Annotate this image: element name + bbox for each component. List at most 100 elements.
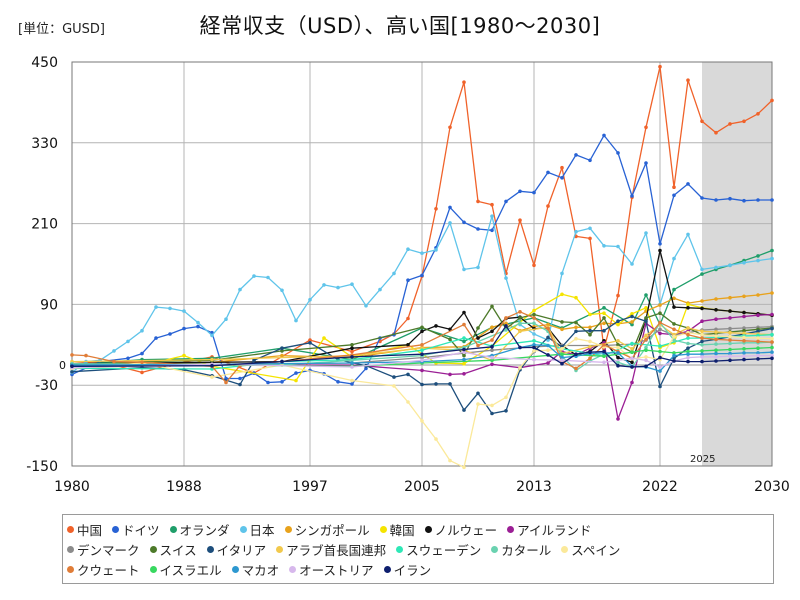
- data-point: [756, 351, 760, 355]
- data-point: [476, 199, 480, 204]
- legend-marker-icon: [383, 565, 391, 573]
- data-point: [714, 130, 718, 135]
- data-point: [700, 119, 704, 124]
- data-point: [532, 332, 536, 336]
- data-point: [714, 355, 718, 359]
- legend-item[interactable]: 中国: [67, 520, 102, 539]
- legend-item[interactable]: シンガポール: [284, 520, 370, 539]
- data-point: [378, 287, 382, 292]
- data-point: [602, 349, 606, 354]
- data-point: [546, 353, 550, 357]
- data-point: [742, 294, 746, 299]
- data-point: [448, 372, 452, 377]
- legend-item[interactable]: アイルランド: [507, 520, 592, 539]
- legend-item[interactable]: スイス: [149, 540, 197, 559]
- data-point: [476, 265, 480, 270]
- unit-label: [単位：GUSD]: [18, 22, 105, 37]
- data-point: [420, 251, 424, 255]
- legend-label: カタール: [501, 542, 552, 558]
- data-point: [224, 317, 228, 322]
- legend-item[interactable]: クウェート: [67, 560, 140, 579]
- series-クウェート: [70, 310, 774, 385]
- data-point: [574, 325, 578, 330]
- legend-item[interactable]: 日本: [239, 520, 275, 539]
- data-point: [546, 348, 550, 353]
- data-point: [420, 352, 424, 357]
- data-point: [140, 328, 144, 333]
- data-point: [644, 358, 648, 363]
- data-point: [504, 276, 508, 280]
- data-point: [700, 359, 704, 364]
- legend-item[interactable]: オーストリア: [289, 560, 374, 579]
- data-point: [434, 248, 438, 252]
- data-point: [490, 304, 494, 309]
- data-point: [602, 306, 606, 310]
- data-point: [504, 199, 508, 204]
- data-point: [518, 310, 522, 314]
- legend-item[interactable]: ドイツ: [112, 520, 160, 539]
- data-point: [616, 319, 620, 324]
- y-tick-label: 210: [31, 217, 58, 233]
- data-point: [168, 332, 172, 336]
- data-point: [630, 341, 634, 346]
- legend: 中国 ドイツ オランダ 日本 シンガポール 韓国 ノルウェー アイルランドデンマーク スイス イタ…: [62, 514, 774, 584]
- data-point: [686, 359, 690, 364]
- data-point: [658, 303, 662, 307]
- legend-label: イタリア: [216, 542, 267, 558]
- legend-label: 韓国: [389, 522, 415, 538]
- data-point: [546, 204, 550, 208]
- data-point: [294, 378, 298, 383]
- data-point: [532, 345, 536, 350]
- legend-label: シンガポール: [294, 522, 370, 538]
- data-point: [616, 293, 620, 298]
- data-point: [546, 170, 550, 175]
- data-point: [420, 325, 424, 330]
- legend-item[interactable]: マカオ: [231, 560, 280, 579]
- legend-item[interactable]: イタリア: [206, 540, 267, 559]
- legend-item[interactable]: アラブ首長国連邦: [276, 540, 386, 559]
- data-point: [238, 287, 242, 292]
- data-point: [350, 365, 354, 369]
- data-point: [518, 345, 522, 350]
- data-point: [658, 311, 662, 316]
- data-point: [658, 242, 662, 246]
- data-point: [196, 324, 200, 329]
- y-tick-label: 330: [31, 136, 58, 152]
- data-point: [602, 328, 606, 333]
- data-point: [420, 343, 424, 347]
- data-point: [686, 332, 690, 337]
- data-point: [728, 122, 732, 126]
- legend-label: マカオ: [241, 562, 280, 578]
- legend-item[interactable]: カタール: [491, 540, 551, 559]
- data-point: [644, 364, 648, 369]
- legend-item[interactable]: スウェーデン: [396, 540, 481, 559]
- data-point: [602, 133, 606, 138]
- data-point: [406, 372, 410, 377]
- data-point: [574, 336, 578, 341]
- data-point: [588, 350, 592, 355]
- series-ドイツ: [70, 133, 774, 386]
- data-point: [322, 283, 326, 287]
- legend-label: ノルウェー: [434, 522, 498, 538]
- legend-item[interactable]: デンマーク: [67, 540, 140, 559]
- data-point: [546, 322, 550, 327]
- series-イタリア: [70, 314, 774, 416]
- data-point: [700, 329, 704, 334]
- legend-item[interactable]: 韓国: [379, 520, 415, 539]
- series-日本: [70, 214, 774, 375]
- legend-item[interactable]: オランダ: [169, 520, 230, 539]
- data-point: [602, 354, 606, 359]
- data-point: [700, 267, 704, 272]
- legend-item[interactable]: ノルウェー: [424, 520, 498, 539]
- data-point: [280, 288, 284, 293]
- data-point: [462, 372, 466, 376]
- data-point: [770, 353, 774, 358]
- data-point: [518, 329, 522, 334]
- data-point: [700, 349, 704, 353]
- legend-marker-icon: [67, 545, 74, 553]
- legend-item[interactable]: イスラエル: [149, 560, 222, 579]
- legend-label: スウェーデン: [406, 542, 482, 558]
- data-point: [420, 419, 424, 423]
- legend-item[interactable]: スペイン: [561, 540, 620, 559]
- legend-item[interactable]: イラン: [383, 560, 431, 579]
